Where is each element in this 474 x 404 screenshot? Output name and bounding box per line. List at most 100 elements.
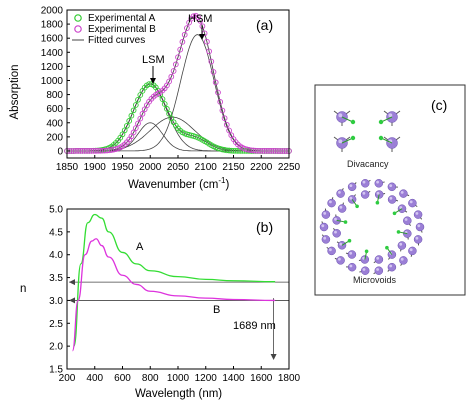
microvoid-si-atom [399, 256, 408, 265]
divacancy-h-atom [350, 135, 356, 141]
exp-b-point [139, 110, 146, 117]
panel-a-xtick-label: 2050 [167, 162, 190, 173]
microvoid-h-atom [375, 200, 380, 205]
microvoid-si-atom [347, 182, 357, 192]
panel-b-ytick-label: 3.0 [49, 296, 63, 307]
panel-b-ytick-label: 3.5 [49, 273, 63, 284]
reference-arrow-head [69, 279, 75, 286]
panel-a-label: (a) [256, 17, 273, 33]
exp-b-point [206, 48, 212, 55]
microvoid-si-atom [374, 266, 384, 275]
microvoid-si-atom-highlight [376, 191, 380, 195]
marker-1689-arrow [270, 354, 277, 360]
exp-b-point [221, 115, 228, 122]
microvoid-si-atom-highlight [389, 264, 393, 268]
microvoid-si-atom [360, 266, 370, 275]
panel-a-xlabel: Wavenumber (cm-1) [128, 176, 229, 191]
fitted-total-curve [67, 83, 289, 152]
legend-marker-exp-b [74, 25, 82, 33]
microvoid-si-atom [347, 250, 357, 259]
microvoid-si-atom [374, 179, 384, 188]
panel-a-ytick-label: 1200 [41, 62, 64, 73]
microvoid-si-atom [397, 241, 407, 250]
panel-b-xtick-label: 600 [114, 373, 131, 384]
microvoid-h-atom [396, 230, 401, 234]
microvoid-si-atom [415, 222, 425, 232]
microvoid-si-atom [336, 189, 345, 198]
fitted-component-curve [67, 83, 289, 152]
panel-a-ytick-label: 1800 [41, 20, 64, 31]
exp-b-point [219, 107, 226, 114]
microvoid-si-atom-highlight [329, 200, 332, 204]
microvoid-si-atom-highlight [376, 268, 379, 271]
microvoid-si-atom-highlight [376, 180, 379, 184]
panel-b-xtick-label: 800 [142, 373, 159, 384]
divacancy-si-atom-highlight [338, 139, 343, 144]
microvoid-si-atom-highlight [362, 180, 366, 184]
panel-a-ytick-label: 200 [46, 132, 63, 143]
panel-a-xtick-label: 2200 [250, 162, 273, 173]
panel-a-xtick-label: 2100 [195, 162, 218, 173]
exp-b-point [132, 125, 139, 131]
arrow-hsm-head [199, 34, 205, 40]
microvoid-si-atom-highlight [323, 236, 327, 240]
panel-c-label: (c) [431, 97, 447, 113]
microvoid-si-atom [374, 190, 384, 199]
panel-a-ytick-label: 600 [46, 104, 63, 115]
exp-a-point [121, 127, 128, 134]
divacancy-si-atom-highlight [388, 113, 393, 118]
microvoid-si-atom [347, 262, 357, 272]
panel-b-ylabel: n [20, 283, 26, 295]
microvoid-si-atom-highlight [389, 184, 393, 188]
panel-b-ytick-label: 4.5 [49, 227, 63, 238]
legend-label-exp-a: Experimental A [88, 13, 156, 24]
microvoid-si-atom-highlight [334, 230, 337, 234]
microvoid-si-atom [332, 216, 341, 225]
microvoid-si-atom [387, 262, 397, 272]
panel-b-ytick-label: 5.0 [49, 205, 63, 216]
reference-arrow-head [69, 297, 75, 304]
microvoid-si-atom [387, 182, 397, 192]
exp-b-point [170, 68, 177, 74]
panel-a-xtick-label: 1850 [56, 162, 79, 173]
microvoid-si-atom-highlight [376, 256, 380, 260]
arrow-lsm-head [150, 78, 156, 84]
microvoid-si-atom-highlight [349, 251, 353, 255]
panel-a-ytick-label: 0 [57, 146, 63, 157]
divacancy-h-atom [350, 119, 356, 125]
microvoid-h-atom [385, 245, 389, 250]
microvoid-si-atom [321, 210, 331, 219]
panel-b-ytick-label: 2.0 [49, 342, 63, 353]
exp-b-point [197, 17, 204, 24]
annotation-curve-b: B [213, 304, 220, 316]
panel-b: 200 400 600 800 1000 1200 1400 1600 1800 1.5 2.0 2… [20, 205, 301, 401]
panel-b-xtick-label: 1800 [278, 373, 301, 384]
panel-a-xtick-label: 2250 [278, 162, 301, 173]
microvoid-si-atom [403, 229, 412, 238]
microvoid-si-atom [327, 198, 336, 208]
panel-b-ytick-label: 1.5 [49, 365, 63, 376]
microvoid-si-atom-highlight [349, 184, 353, 188]
panel-b-xtick-label: 200 [59, 373, 76, 384]
microvoid-si-atom [327, 246, 336, 256]
annotation-1689nm: 1689 nm [233, 320, 276, 332]
microvoid-si-atom [360, 179, 370, 188]
panel-b-xtick-label: 400 [86, 373, 103, 384]
panel-a-xtick-label: 1950 [111, 162, 134, 173]
microvoids-model [319, 179, 425, 275]
divacancy-si-atom-highlight [338, 113, 343, 118]
microvoid-si-atom [399, 189, 408, 198]
exp-b-point [168, 73, 175, 80]
exp-a-point [166, 110, 172, 117]
exp-b-point [177, 46, 184, 53]
microvoid-si-atom-highlight [362, 268, 366, 271]
panel-a-xtick-label: 2150 [222, 162, 245, 173]
microvoid-si-atom-highlight [417, 224, 421, 228]
microvoid-si-atom-highlight [362, 191, 366, 195]
exp-b-point [215, 89, 221, 96]
panel-a-xlabel-end: ) [225, 179, 229, 191]
microvoid-si-atom-highlight [329, 248, 332, 252]
curve-a-line [73, 213, 276, 347]
panel-c: (c) Divacancy Microvoids [314, 84, 466, 296]
